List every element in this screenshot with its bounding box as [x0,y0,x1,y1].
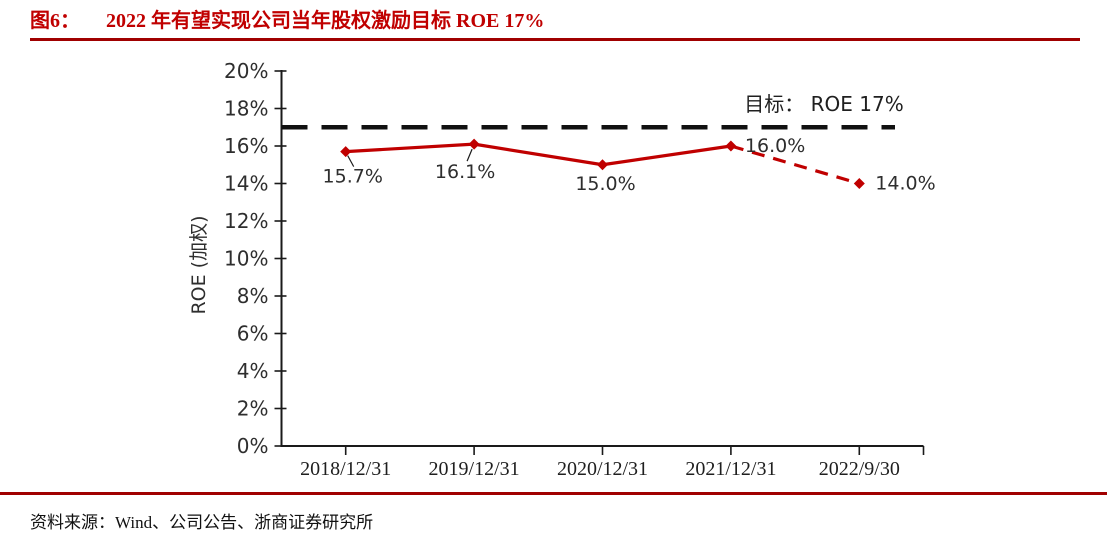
series-marker-diamond [468,138,480,150]
x-axis-tick-label: 2021/12/31 [685,458,776,480]
y-axis-tick-label: 16% [224,134,268,158]
y-axis-tick-label: 0% [237,434,269,458]
y-axis-tick-label: 4% [237,359,269,383]
y-axis-tick-label: 10% [224,247,268,271]
series-marker-diamond [725,140,737,152]
source-note: 资料来源：Wind、公司公告、浙商证券研究所 [30,513,374,532]
y-axis-tick-label: 6% [237,322,269,346]
figure-title: 2022 年有望实现公司当年股权激励目标 ROE 17% [106,10,545,32]
x-axis-tick-label: 2018/12/31 [300,458,391,480]
footer-rule [0,492,1107,495]
y-axis-tick-label: 8% [237,284,269,308]
data-point-label: 14.0% [875,173,935,195]
series-marker-diamond [340,146,352,158]
target-label: 目标： ROE 17% [744,92,903,116]
y-axis-tick-label: 18% [224,97,268,121]
y-axis-tick-label: 14% [224,172,268,196]
y-axis-tick-label: 20% [224,59,268,83]
figure-title-row: 图6： 2022 年有望实现公司当年股权激励目标 ROE 17% [30,8,1080,34]
x-axis-tick-label: 2020/12/31 [557,458,648,480]
y-axis-title: ROE (加权) [188,215,210,314]
data-label-leader [466,148,473,162]
data-point-label: 15.0% [575,173,635,195]
series-line-dashed [730,144,860,186]
axis-lines [280,70,924,447]
data-point-label: 16.1% [435,161,495,183]
data-point-label: 16.0% [745,135,805,157]
data-point-label: 15.7% [323,166,383,188]
series-marker-diamond [597,159,608,171]
series-line-solid [345,142,732,167]
y-axis-tick-label: 12% [224,209,268,233]
data-label-leader [347,155,355,167]
x-axis-tick-label: 2022/9/30 [819,458,900,480]
title-rule [30,38,1080,41]
series-marker-diamond [853,178,865,189]
y-axis-tick-label: 2% [237,397,269,421]
x-axis-tick-label: 2019/12/31 [429,458,520,480]
figure-number-label: 图6： [30,10,80,32]
